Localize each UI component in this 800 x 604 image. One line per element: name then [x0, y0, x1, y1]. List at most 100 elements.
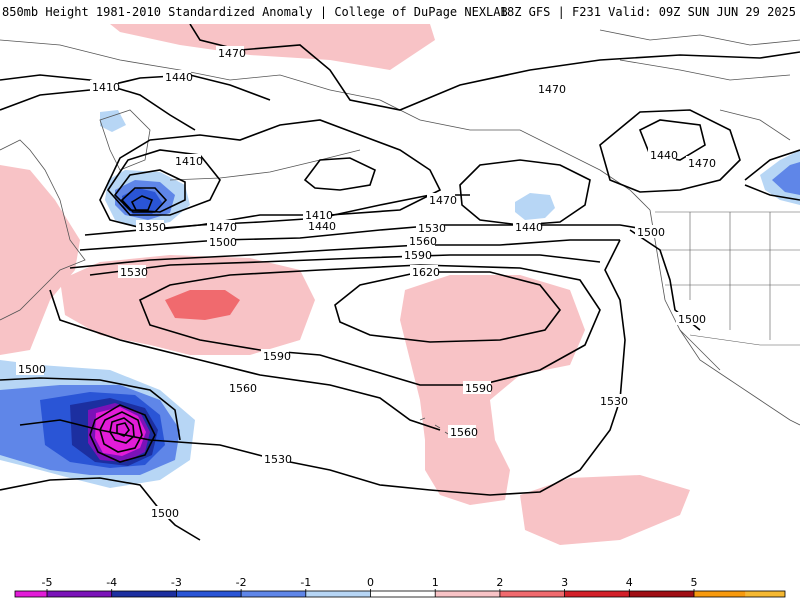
strong-positive-anomaly [165, 290, 240, 320]
colorbar-tick-label: 5 [691, 576, 698, 589]
contour-1500 [79, 224, 651, 251]
label-bg [136, 220, 164, 233]
positive-anomaly-west-coast [0, 165, 80, 355]
contour-1500-sw [0, 377, 181, 441]
label-bg [306, 219, 334, 232]
colorbar-tick-label: 1 [432, 576, 439, 589]
label-bg [303, 208, 331, 221]
hudson-coast [719, 109, 791, 141]
contour-cyclone-2 [99, 411, 143, 453]
colorbar-segment [111, 591, 177, 597]
contour-cyclone-1 [89, 404, 156, 463]
label-bg [635, 225, 663, 238]
label-1530-n: 1530 [418, 222, 446, 235]
label-1500-s: 1500 [209, 236, 237, 249]
label-bg [262, 452, 290, 465]
colorbar-segments [14, 590, 786, 598]
label-1440-west: 1440 [165, 71, 193, 84]
colorbar-tick-label: 2 [496, 576, 503, 589]
label-1590-e: 1590 [465, 382, 493, 395]
label-1440-gulf: 1440 [515, 221, 543, 234]
height-contours [0, 23, 800, 541]
label-bg [216, 46, 244, 59]
label-bg [648, 148, 676, 161]
canada-arctic-2 [619, 59, 791, 81]
negative-anomaly-low-3 [122, 188, 163, 214]
contour-1530-south [19, 239, 626, 496]
colorbar-tick-label: 0 [367, 576, 374, 589]
contour-1350 [120, 187, 168, 213]
contour-ne-low [744, 149, 800, 201]
colorbar-ticks: -5 -4 -3 -2 -1 0 1 2 3 4 5 [42, 576, 698, 597]
contour-1560 [89, 254, 601, 276]
label-bg [227, 381, 255, 394]
coastline-asia [0, 139, 86, 321]
label-bg [90, 80, 118, 93]
colorbar-segment [15, 591, 47, 597]
contour-1500-ssw [0, 477, 201, 541]
label-bg [686, 156, 714, 169]
label-bg [407, 234, 435, 247]
label-1500-e: 1500 [637, 226, 665, 239]
positive-anomaly-plume [400, 275, 585, 505]
model-run-info: 18Z GFS | F231 Valid: 09Z SUN JUN 29 202… [499, 5, 796, 19]
label-1500-ssw: 1500 [151, 507, 179, 520]
positive-anomaly-south [520, 475, 690, 545]
label-1560-w: 1560 [229, 382, 257, 395]
label-bg [16, 362, 44, 375]
hawaii-islands [419, 417, 449, 435]
coastline-na-west [649, 209, 800, 426]
colorbar-tick-label: -2 [236, 576, 247, 589]
contour-1530 [69, 239, 620, 269]
contour-1380 [113, 169, 186, 213]
anomaly-shading [0, 24, 800, 545]
label-bg [173, 154, 201, 167]
label-1500-sw: 1500 [18, 363, 46, 376]
contour-cyclone-4 [116, 422, 130, 437]
colorbar-tick-label: -4 [106, 576, 117, 589]
colorbar-segment [694, 591, 746, 597]
label-1560-n: 1560 [409, 235, 437, 248]
colorbar-canvas: -5 -4 -3 -2 -1 0 1 2 3 4 5 [14, 576, 786, 598]
colorbar-segment [176, 591, 242, 597]
label-bg [118, 265, 146, 278]
contour-1590-outer [138, 264, 601, 386]
label-1440-s: 1440 [308, 220, 336, 233]
label-bg [448, 425, 476, 438]
coastline-kamchatka [99, 109, 151, 171]
label-1590-n: 1590 [404, 249, 432, 262]
colorbar-segment [745, 591, 785, 597]
label-1530-w: 1530 [120, 266, 148, 279]
label-bg [416, 221, 444, 234]
colorbar-segment [564, 591, 630, 597]
label-bg [536, 82, 564, 95]
label-1530-sw: 1530 [264, 453, 292, 466]
label-1410-c: 1410 [175, 155, 203, 168]
label-1500-coast: 1500 [678, 313, 706, 326]
label-bg [149, 506, 177, 519]
label-bg [513, 220, 541, 233]
contour-1410-gulf [303, 157, 376, 191]
label-1560-c: 1560 [450, 426, 478, 439]
label-1410-s: 1410 [305, 209, 333, 222]
us-state-borders [655, 211, 800, 346]
label-1410-west: 1410 [92, 81, 120, 94]
label-bg [207, 235, 235, 248]
label-bg [676, 312, 704, 325]
colorbar-segment [241, 591, 306, 597]
contour-cyclone-3 [109, 417, 135, 444]
label-1470-e: 1470 [429, 194, 457, 207]
contour-1560-south [49, 289, 441, 431]
colorbar-segment [305, 591, 371, 597]
label-1590-w: 1590 [263, 350, 291, 363]
colorbar-tick-label: 4 [626, 576, 633, 589]
contour-1320 [130, 195, 154, 211]
label-1530-se: 1530 [600, 395, 628, 408]
anomaly-colorbar: -5 -4 -3 -2 -1 0 1 2 3 4 5 [0, 546, 800, 600]
weather-map: 1470 1410 1440 1410 1350 1410 1440 1470 … [0, 23, 800, 546]
contour-1470-ne [599, 109, 741, 193]
negative-anomaly-nw [100, 110, 126, 132]
label-bg [598, 394, 626, 407]
contour-1410-c [106, 149, 221, 216]
canada-arctic [599, 29, 800, 46]
